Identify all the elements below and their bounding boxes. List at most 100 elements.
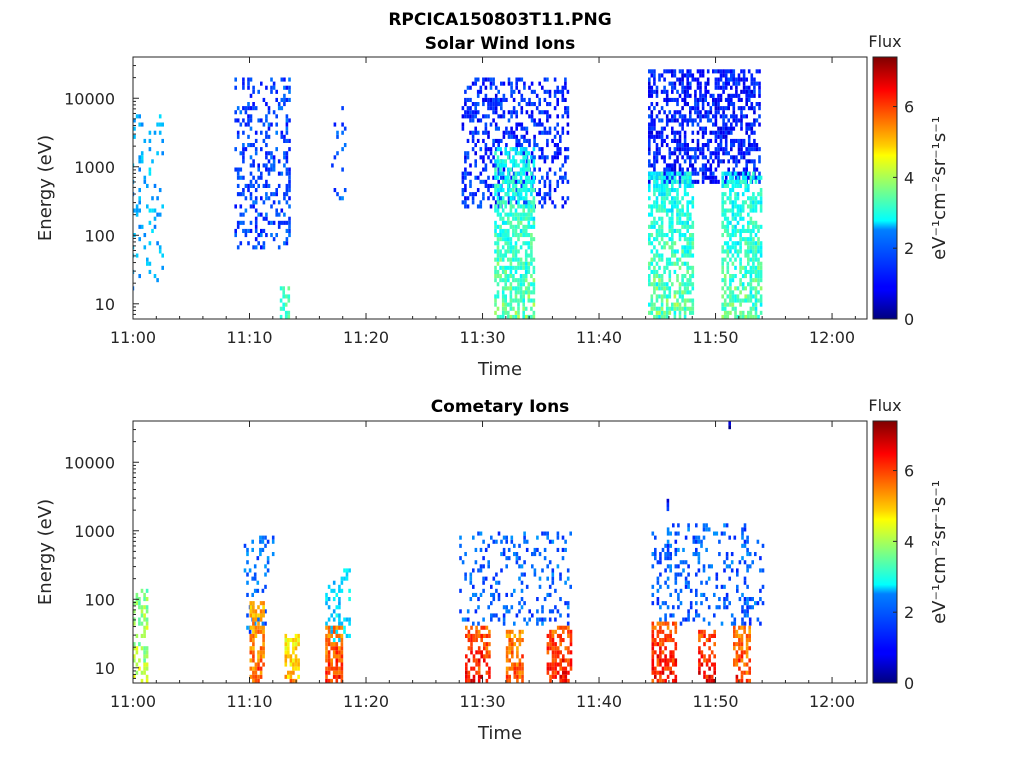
heatmap-cell (504, 151, 507, 156)
heatmap-cell (689, 290, 692, 295)
heatmap-cell (747, 69, 751, 74)
heatmap-cell (673, 188, 677, 193)
heatmap-cell (676, 204, 679, 209)
heatmap-cell (335, 650, 339, 655)
heatmap-cell (265, 192, 268, 197)
heatmap-cell (745, 126, 748, 131)
heatmap-cell (566, 147, 570, 152)
heatmap-cell (275, 89, 278, 94)
heatmap-cell (249, 601, 253, 606)
heatmap-cell (733, 642, 736, 647)
heatmap-cell (492, 81, 495, 86)
heatmap-cell (706, 102, 710, 107)
heatmap-cell (669, 638, 672, 643)
x-tick-label: 12:00 (809, 692, 855, 711)
heatmap-cell (686, 147, 689, 152)
heatmap-cell (512, 228, 515, 233)
heatmap-cell (265, 143, 268, 148)
heatmap-cell (522, 294, 525, 299)
heatmap-cell (561, 130, 565, 135)
heatmap-cell (658, 147, 661, 152)
heatmap-cell (242, 77, 245, 82)
heatmap-cell (501, 253, 505, 258)
heatmap-cell (482, 192, 485, 197)
heatmap-cell (466, 114, 470, 119)
heatmap-cell (277, 245, 281, 250)
heatmap-cell (661, 678, 665, 683)
heatmap-cell (660, 233, 664, 238)
heatmap-cell (483, 658, 486, 663)
heatmap-cell (133, 208, 136, 213)
heatmap-cell (499, 224, 502, 229)
heatmap-cell (145, 597, 149, 602)
heatmap-cell (548, 114, 552, 119)
heatmap-cell (723, 224, 727, 229)
heatmap-cell (133, 118, 136, 123)
heatmap-cell (686, 220, 689, 225)
heatmap-cell (482, 588, 485, 593)
heatmap-cell (494, 257, 497, 262)
heatmap-cell (659, 638, 662, 643)
heatmap-cell (756, 601, 760, 606)
heatmap-cell (725, 523, 729, 528)
heatmap-cell (676, 302, 679, 307)
heatmap-cell (335, 613, 339, 618)
heatmap-cell (143, 650, 146, 655)
heatmap-cell (564, 171, 567, 176)
heatmap-cell (712, 69, 715, 74)
heatmap-cell (676, 110, 679, 115)
heatmap-cell (745, 167, 748, 172)
heatmap-cell (759, 269, 763, 274)
heatmap-cell (543, 130, 547, 135)
heatmap-cell (673, 73, 677, 78)
heatmap-cell (502, 114, 506, 119)
heatmap-cell (489, 183, 493, 188)
heatmap-cell (729, 237, 732, 242)
heatmap-cell (732, 102, 736, 107)
heatmap-cell (691, 265, 695, 270)
heatmap-cell (699, 118, 702, 123)
heatmap-cell (499, 228, 502, 233)
heatmap-cell (660, 245, 664, 250)
heatmap-cell (541, 204, 544, 209)
heatmap-cell (741, 543, 744, 548)
heatmap-cell (327, 584, 331, 589)
heatmap-cell (502, 167, 506, 172)
heatmap-cell (683, 151, 687, 156)
heatmap-cell (741, 175, 745, 180)
heatmap-cell (648, 171, 651, 176)
heatmap-cell (262, 97, 266, 102)
heatmap-cell (676, 118, 679, 123)
heatmap-cell (681, 69, 684, 74)
heatmap-cell (700, 662, 704, 667)
heatmap-cell (686, 93, 689, 98)
heatmap-cell (133, 163, 135, 168)
heatmap-cell (668, 274, 672, 279)
heatmap-cell (133, 621, 136, 626)
heatmap-cell (651, 629, 655, 634)
heatmap-cell (527, 216, 531, 221)
heatmap-cell (338, 605, 341, 610)
heatmap-cell (280, 220, 284, 225)
heatmap-cell (691, 196, 695, 201)
heatmap-cell (508, 633, 511, 638)
heatmap-cell (691, 298, 695, 303)
heatmap-cell (497, 126, 500, 131)
heatmap-cell (530, 155, 533, 160)
heatmap-cell (260, 228, 263, 233)
heatmap-cell (562, 654, 565, 659)
heatmap-cell (527, 233, 531, 238)
heatmap-cell (546, 138, 549, 143)
heatmap-cell (717, 102, 720, 107)
heatmap-cell (515, 138, 518, 143)
heatmap-cell (325, 625, 328, 630)
heatmap-cell (671, 171, 674, 176)
heatmap-cell (249, 106, 253, 111)
heatmap-cell (720, 584, 724, 589)
heatmap-cell (549, 629, 552, 634)
heatmap-cell (494, 274, 497, 279)
heatmap-cell (665, 102, 669, 107)
heatmap-cell (505, 143, 508, 148)
heatmap-cell (516, 678, 519, 683)
heatmap-cell (683, 138, 687, 143)
